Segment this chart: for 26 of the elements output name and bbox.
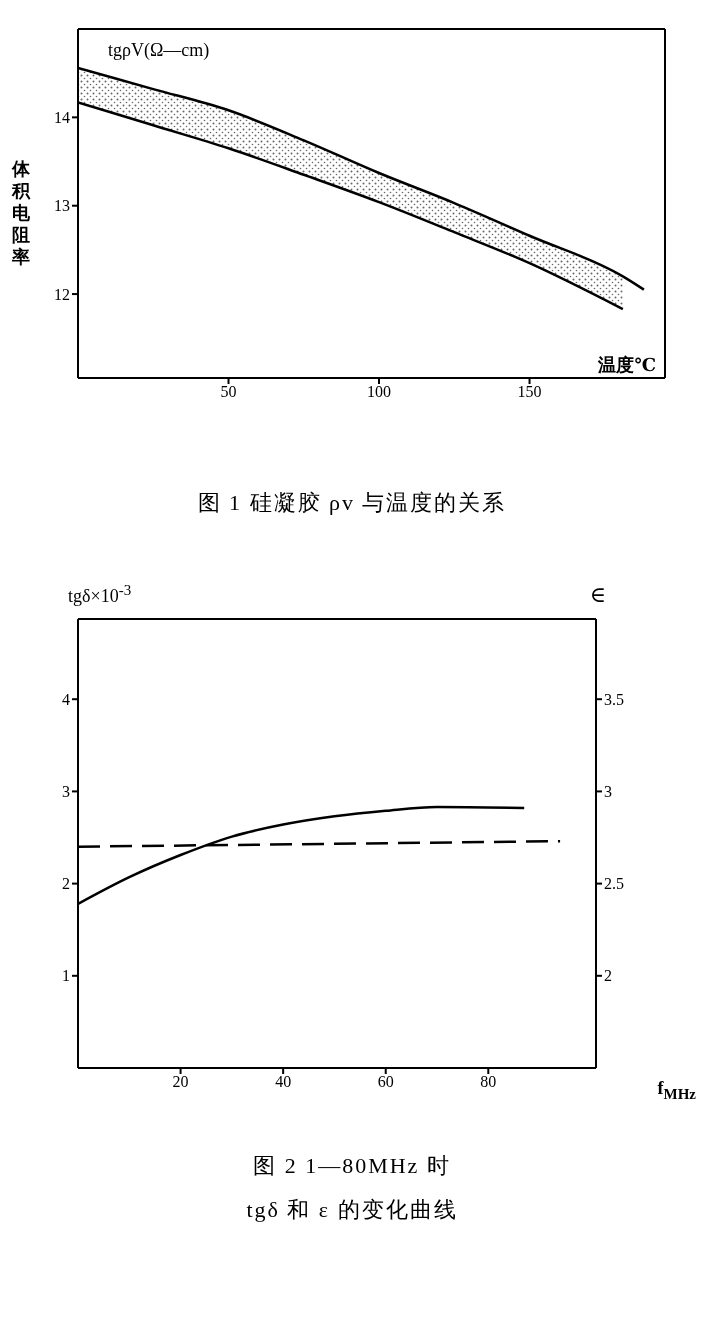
- y-tick-label: 1: [62, 967, 70, 985]
- y-tick-label: 12: [54, 285, 70, 303]
- y-tick-label: 13: [54, 197, 70, 215]
- x-tick-label: 50: [220, 383, 237, 401]
- x-tick-label: 40: [275, 1073, 292, 1091]
- y-tick-label: 3: [62, 783, 70, 801]
- y-axis-title: 体积电阻率: [12, 158, 30, 268]
- y2-tick-label: 2: [604, 967, 612, 985]
- y2-tick-label: 3.5: [604, 690, 624, 708]
- x-axis-title: f$_{MHz}$: [657, 1078, 696, 1103]
- y2-axis-title: ∈: [589, 582, 606, 608]
- x-axis-title: 温度℃: [598, 354, 656, 377]
- y-tick-label: 4: [62, 690, 70, 708]
- x-tick-label: 20: [172, 1073, 189, 1091]
- x-tick-label: 100: [367, 383, 392, 401]
- y-axis-title: tgδ×10$^{-3}$: [68, 582, 132, 607]
- x-tick-label: 80: [480, 1073, 497, 1091]
- y2-tick-label: 3: [604, 783, 612, 801]
- text: 图 2 1—80MHz 时 tgδ 和 ε 的变化曲线: [246, 1152, 458, 1224]
- x-tick-label: 150: [517, 383, 542, 401]
- annotation: tgρV(Ω—cm): [108, 40, 210, 61]
- text: 图 1 硅凝胶 ρv 与温度的关系: [197, 489, 507, 517]
- y-tick-label: 2: [62, 875, 70, 893]
- y-tick-label: 14: [54, 109, 70, 127]
- x-tick-label: 60: [377, 1073, 394, 1091]
- y2-tick-label: 2.5: [604, 875, 624, 893]
